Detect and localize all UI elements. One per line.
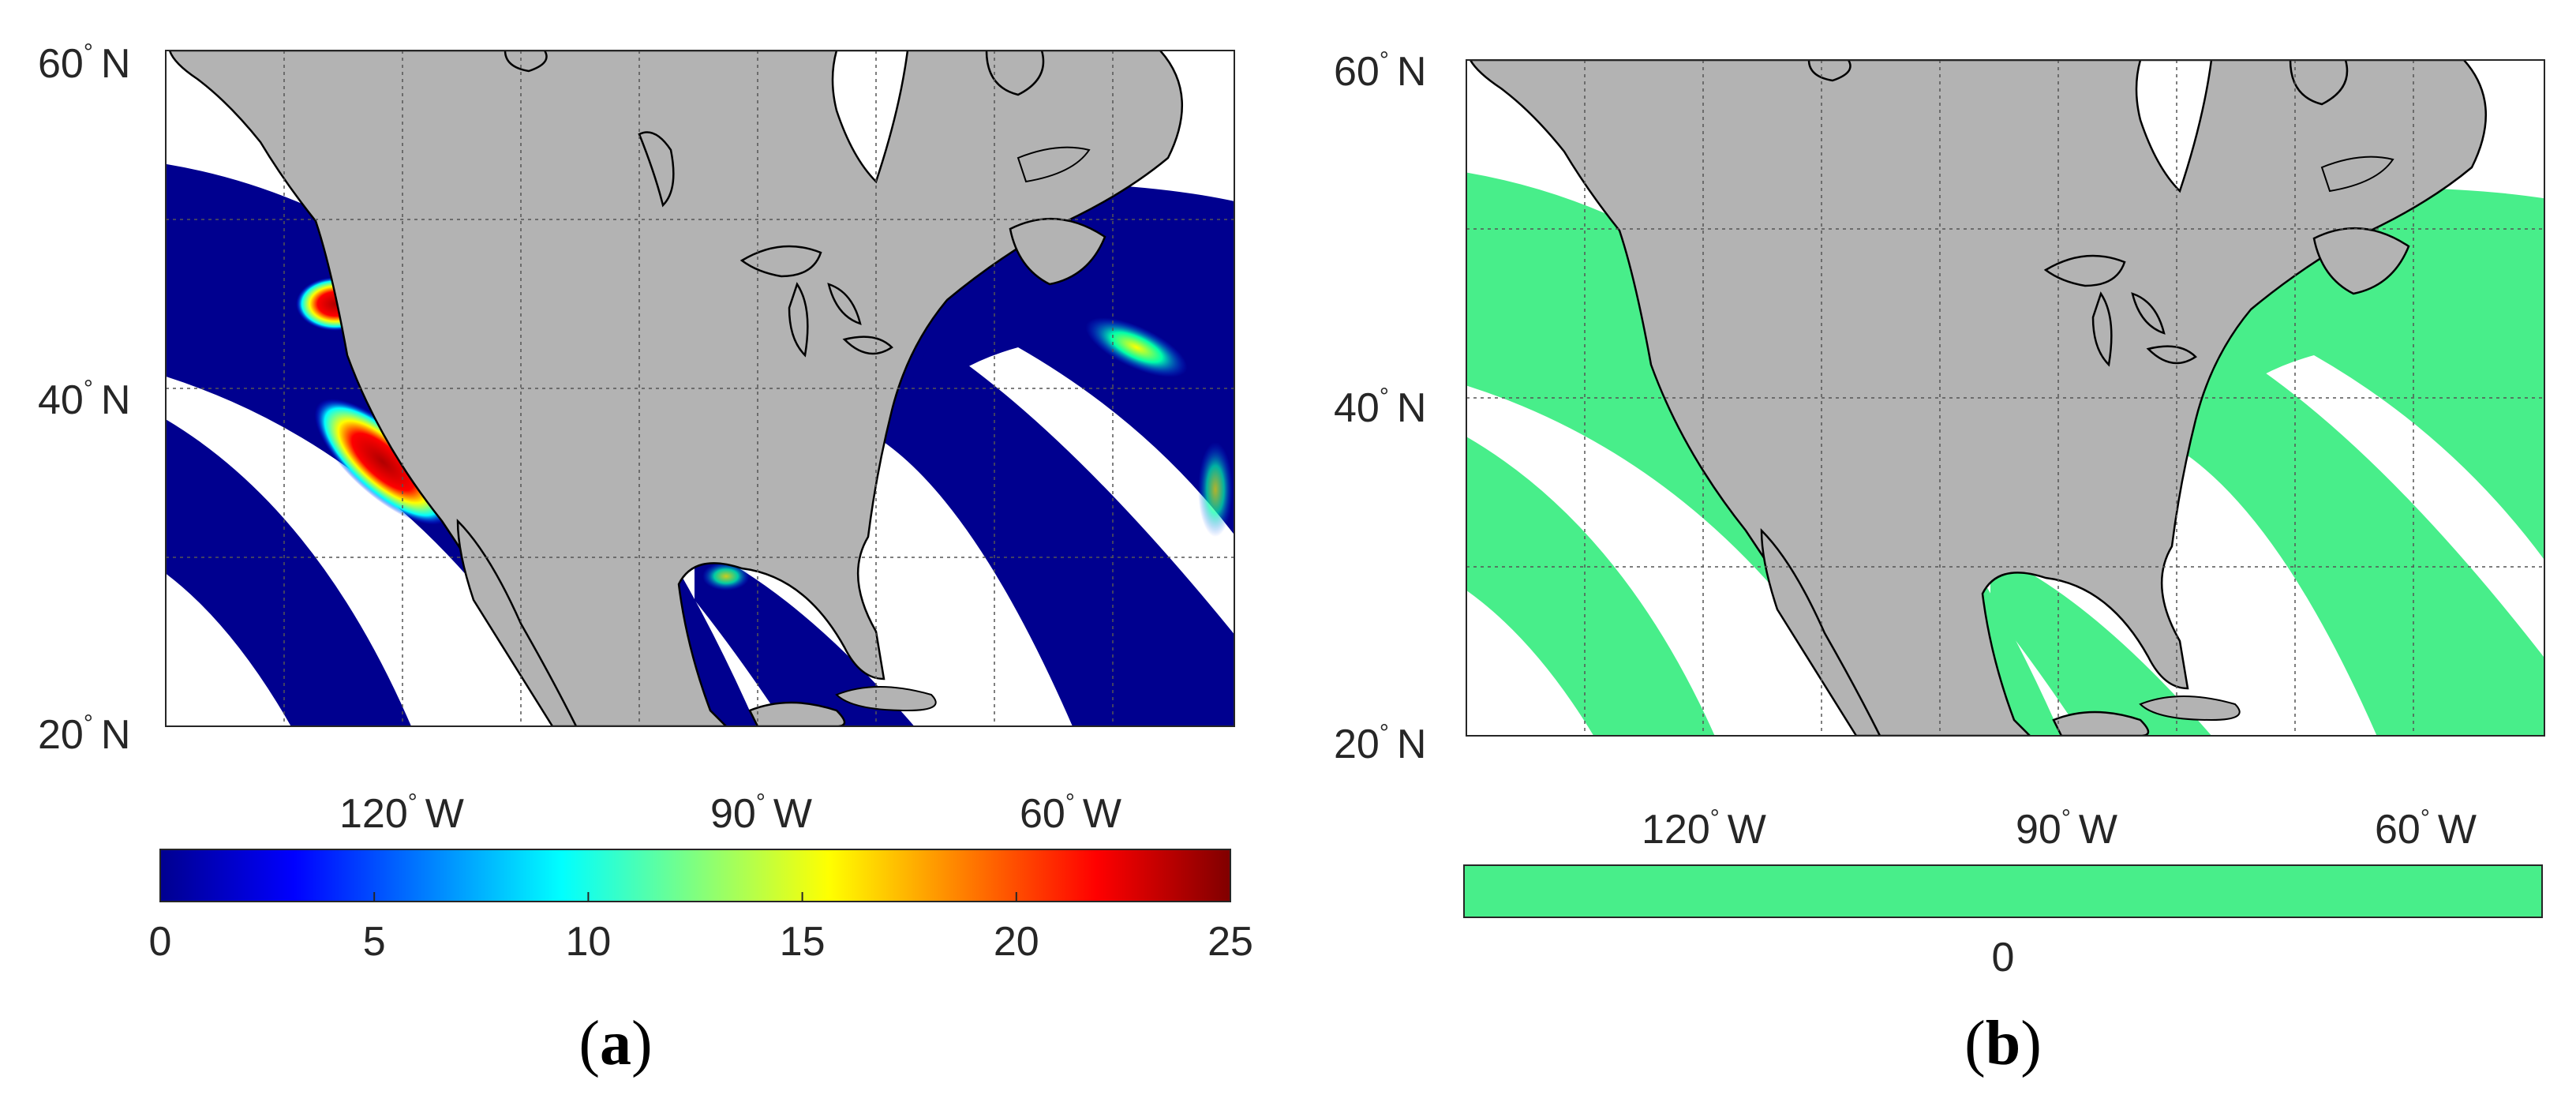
colorbar-b: 0 — [1463, 864, 2543, 980]
svg-text:60°N: 60° N — [1334, 47, 1426, 95]
svg-text:120°W: 120° W — [339, 789, 464, 837]
islands-b — [2139, 156, 2394, 722]
svg-text:60°W: 60° W — [1020, 789, 1121, 837]
colorbar-b-tick-label: 0 — [1992, 935, 2015, 980]
latitude-labels-b: 60° N 40° N 20° N — [1334, 47, 1426, 767]
great-lakes-a — [739, 245, 893, 358]
colorbar-a-tick-label: 10 — [565, 919, 611, 965]
svg-text:20°N: 20° N — [1334, 720, 1426, 767]
map-b-svg: 60° N 40° N 20° N 120° W 90° W 60° W 0 (b) — [1334, 47, 2545, 1078]
svg-text:20°N: 20° N — [38, 710, 130, 758]
graticule-b — [1466, 60, 2544, 736]
colorbar-a-tick-label: 20 — [994, 919, 1039, 965]
map-frame-a — [165, 50, 1235, 727]
svg-text:60°W: 60° W — [2375, 805, 2477, 853]
svg-text:90°W: 90° W — [2016, 805, 2117, 853]
svg-text:40°N: 40° N — [38, 376, 130, 423]
caption-b: (b) — [1964, 1009, 2042, 1078]
panel-b: 60° N 40° N 20° N 120° W 90° W 60° W 0 (b) — [1288, 0, 2576, 1102]
longitude-labels-b: 120° W 90° W 60° W — [1642, 805, 2477, 853]
map-area-b — [1466, 60, 2544, 736]
map-area-a — [166, 51, 1234, 726]
map-a-svg: 60° N 40° N 20° N 120° W 90° W 60° W 0 5 10 15 20 2… — [38, 39, 1253, 1078]
panel-a: 60° N 40° N 20° N 120° W 90° W 60° W 0 5 10 15 20 2… — [0, 0, 1288, 1102]
colorbar-a-tick-label: 5 — [363, 919, 386, 965]
colorbar-a-tick-label: 0 — [149, 919, 172, 965]
svg-text:40°N: 40° N — [1334, 384, 1426, 431]
svg-text:120°W: 120° W — [1642, 805, 1766, 853]
great-lakes-b — [2043, 254, 2197, 367]
colorbar-a: 0 5 10 15 20 25 — [149, 849, 1253, 965]
islands-a — [835, 146, 1091, 712]
colorbar-a-tick-label: 25 — [1208, 919, 1253, 965]
svg-text:60°N: 60° N — [38, 39, 130, 87]
svg-text:90°W: 90° W — [710, 789, 812, 837]
caption-a: (a) — [578, 1009, 652, 1078]
graticule-a — [166, 51, 1234, 726]
map-frame-b — [1466, 59, 2545, 737]
latitude-labels-a: 60° N 40° N 20° N — [38, 39, 130, 758]
colorbar-a-tick-label: 15 — [780, 919, 826, 965]
longitude-labels-a: 120° W 90° W 60° W — [339, 789, 1121, 837]
